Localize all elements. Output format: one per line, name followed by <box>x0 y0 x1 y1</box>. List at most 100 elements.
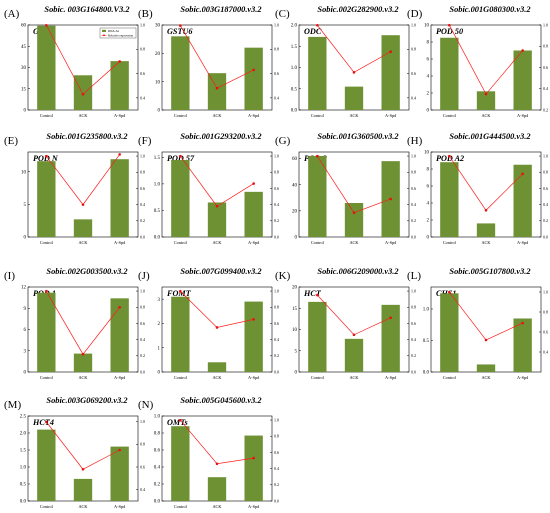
right-tick-label: 0.8 <box>140 442 145 447</box>
category-label: Control <box>40 504 54 509</box>
gene-label: HCT <box>303 289 322 298</box>
chart-panel-c: (C) Sobic.002G282900.v3.2 ODC 0.0 0.5 1.0 1.5 2… <box>275 5 416 118</box>
left-tick-label: 0 <box>24 109 27 114</box>
bar-ack <box>73 75 93 110</box>
left-tick-label: 2 <box>427 219 430 224</box>
left-tick-label: 20 <box>292 286 298 291</box>
left-tick-label: 0.5 <box>291 87 298 92</box>
bar-ack <box>207 477 227 501</box>
right-tick-label: 0.0 <box>411 369 416 374</box>
category-label: Control <box>174 113 188 118</box>
relative-expression-line <box>449 156 523 211</box>
left-tick-label: 0.4 <box>154 466 161 471</box>
panel-letter: (C) <box>275 8 290 20</box>
right-tick-label: 0.8 <box>274 47 279 52</box>
panel-letter: (J) <box>138 270 150 282</box>
bar-a-spd <box>513 164 532 237</box>
legend-bar-swatch <box>102 29 106 32</box>
bar-a-spd <box>110 298 129 372</box>
category-label: ACK <box>78 375 88 380</box>
bar-ack <box>207 73 227 110</box>
right-tick-label: 0.2 <box>274 218 279 223</box>
left-tick-label: 1.5 <box>154 156 161 161</box>
relative-expression-point-a-spd <box>389 316 392 320</box>
right-tick-label: 1.0 <box>543 289 548 294</box>
left-tick-label: 30 <box>21 66 27 71</box>
category-label: ACK <box>212 504 222 509</box>
category-label: A-Spd <box>248 240 260 245</box>
relative-expression-line <box>46 291 120 355</box>
relative-expression-point-ack <box>352 71 356 74</box>
category-label: Control <box>311 375 325 380</box>
left-tick-label: 1.0 <box>291 66 298 71</box>
bar-a-spd <box>381 35 400 111</box>
right-tick-label: 0.8 <box>411 305 416 310</box>
left-tick-label: 8 <box>427 168 430 173</box>
bar-ack <box>476 223 496 237</box>
right-tick-label: 0.6 <box>411 71 416 76</box>
bar-control <box>171 296 190 372</box>
gene-label: POD A2 <box>436 154 464 163</box>
relative-expression-point-ack <box>215 86 219 90</box>
right-tick-label: 0.0 <box>140 234 145 239</box>
category-label: Control <box>40 375 54 380</box>
category-label: ACK <box>481 240 491 245</box>
left-tick-label: 10 <box>424 24 430 29</box>
panel-letter: (B) <box>138 8 153 20</box>
panel-title: Sobic.003G069200.v3.2 <box>46 396 127 405</box>
right-tick-label: 0.4 <box>411 337 416 342</box>
gene-label: GSTU6 <box>167 27 193 36</box>
relative-expression-point-ack <box>81 467 85 471</box>
category-label: ACK <box>78 504 88 509</box>
bar-a-spd <box>513 50 532 110</box>
right-tick-label: 0.6 <box>543 329 548 334</box>
bar-a-spd <box>244 435 263 501</box>
category-label: ACK <box>349 113 359 118</box>
relative-expression-point-control <box>179 418 182 422</box>
bar-ack <box>73 353 93 372</box>
right-tick-label: 0.8 <box>411 47 416 52</box>
right-tick-label: 1.0 <box>274 22 279 27</box>
bar-control <box>171 36 190 111</box>
bar-ack <box>207 362 227 372</box>
left-tick-label: 1 <box>158 346 161 351</box>
category-label: Control <box>311 113 325 118</box>
bar-ack <box>73 219 93 237</box>
relative-expression-line <box>46 421 120 470</box>
bar-a-spd <box>513 318 532 372</box>
relative-expression-point-control <box>448 290 451 294</box>
left-tick-label: 30 <box>155 24 161 29</box>
right-tick-label: 0.0 <box>411 234 416 239</box>
bar-ack <box>476 364 496 372</box>
relative-expression-point-control <box>45 154 48 158</box>
relative-expression-point-a-spd <box>252 456 255 460</box>
left-tick-label: 0.0 <box>154 236 161 241</box>
bar-a-spd <box>110 446 129 501</box>
right-tick-label: 0.4 <box>543 349 548 354</box>
relative-expression-point-a-spd <box>118 448 121 452</box>
panel-title: Sobic.007G099400.v3.2 <box>180 267 261 276</box>
right-tick-label: 0.4 <box>411 95 416 100</box>
bar-ack <box>476 91 496 110</box>
bar-a-spd <box>381 304 400 372</box>
left-tick-label: 8 <box>427 41 430 46</box>
relative-expression-point-ack <box>484 92 488 96</box>
relative-expression-line <box>317 294 391 336</box>
panel-letter: (E) <box>4 135 18 147</box>
relative-expression-point-ack <box>81 352 85 356</box>
right-tick-label: 0.2 <box>411 218 416 223</box>
category-label: A-Spd <box>517 240 529 245</box>
right-tick-label: 1.0 <box>411 288 416 293</box>
left-tick-label: 6 <box>24 328 27 333</box>
left-tick-label: 9 <box>24 307 27 312</box>
left-tick-label: 10 <box>155 80 161 85</box>
right-tick-label: 1.0 <box>274 417 279 422</box>
left-tick-label: 0.8 <box>154 432 161 437</box>
right-tick-label: 0.8 <box>274 170 279 175</box>
category-label: A-Spd <box>114 504 126 509</box>
relative-expression-point-control <box>448 23 451 27</box>
right-tick-label: 0.6 <box>274 450 279 455</box>
